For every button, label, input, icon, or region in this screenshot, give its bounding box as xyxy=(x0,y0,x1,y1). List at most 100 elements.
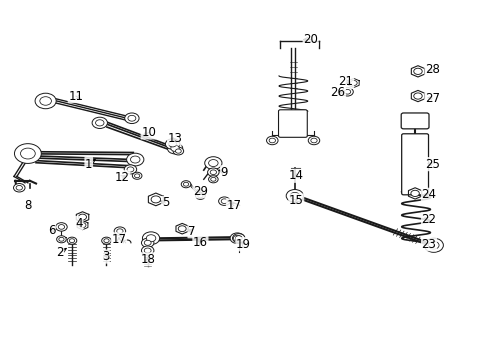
Circle shape xyxy=(141,246,154,255)
Circle shape xyxy=(349,80,356,86)
Circle shape xyxy=(170,145,179,151)
Circle shape xyxy=(132,172,142,179)
Text: 19: 19 xyxy=(236,238,250,251)
Circle shape xyxy=(117,229,123,234)
Circle shape xyxy=(410,190,419,197)
Circle shape xyxy=(268,138,275,143)
Text: 29: 29 xyxy=(193,185,207,198)
Text: 20: 20 xyxy=(303,33,317,46)
Circle shape xyxy=(197,194,203,198)
Circle shape xyxy=(79,222,86,228)
Text: 18: 18 xyxy=(140,253,155,266)
Circle shape xyxy=(126,153,143,166)
Text: 10: 10 xyxy=(141,126,156,139)
Circle shape xyxy=(92,117,107,129)
Circle shape xyxy=(67,237,77,244)
Circle shape xyxy=(127,167,134,172)
Circle shape xyxy=(20,148,35,159)
Circle shape xyxy=(195,192,205,199)
Text: 12: 12 xyxy=(115,171,129,184)
Circle shape xyxy=(181,181,190,188)
Circle shape xyxy=(423,238,443,252)
FancyBboxPatch shape xyxy=(401,134,427,195)
Text: 17: 17 xyxy=(111,233,126,246)
Circle shape xyxy=(130,156,140,163)
Text: 6: 6 xyxy=(48,224,56,237)
Circle shape xyxy=(165,139,180,149)
FancyBboxPatch shape xyxy=(400,113,428,129)
Circle shape xyxy=(221,199,227,203)
Circle shape xyxy=(285,189,303,202)
Circle shape xyxy=(207,168,219,176)
Circle shape xyxy=(124,165,137,174)
Circle shape xyxy=(230,233,244,243)
Circle shape xyxy=(413,68,421,75)
Circle shape xyxy=(128,115,136,121)
Circle shape xyxy=(413,93,421,99)
Circle shape xyxy=(266,136,278,145)
Circle shape xyxy=(124,113,139,123)
Circle shape xyxy=(69,239,75,243)
Circle shape xyxy=(146,235,156,242)
Circle shape xyxy=(79,214,86,220)
Circle shape xyxy=(102,237,111,244)
Circle shape xyxy=(289,192,299,199)
Circle shape xyxy=(210,170,216,175)
Text: 22: 22 xyxy=(421,213,436,226)
Circle shape xyxy=(218,197,230,206)
Circle shape xyxy=(59,237,64,241)
Text: 16: 16 xyxy=(193,236,207,249)
Text: 7: 7 xyxy=(188,225,195,238)
Text: 23: 23 xyxy=(421,238,436,251)
Circle shape xyxy=(134,174,140,178)
Circle shape xyxy=(307,136,319,145)
Circle shape xyxy=(344,90,350,94)
Circle shape xyxy=(14,184,25,192)
Text: 28: 28 xyxy=(424,63,439,76)
Text: 5: 5 xyxy=(162,197,169,210)
Text: 2: 2 xyxy=(56,246,63,259)
Text: 17: 17 xyxy=(226,199,241,212)
Circle shape xyxy=(310,138,317,143)
Circle shape xyxy=(167,143,183,154)
Circle shape xyxy=(141,238,154,247)
Circle shape xyxy=(56,223,67,231)
Circle shape xyxy=(427,242,438,249)
Circle shape xyxy=(40,97,51,105)
Circle shape xyxy=(144,248,151,253)
Text: 8: 8 xyxy=(24,199,32,212)
Circle shape xyxy=(57,236,66,243)
Circle shape xyxy=(168,141,176,147)
Text: 24: 24 xyxy=(421,188,436,201)
Text: 21: 21 xyxy=(338,76,353,89)
Circle shape xyxy=(235,236,242,241)
Circle shape xyxy=(233,235,241,241)
Circle shape xyxy=(175,149,181,153)
Circle shape xyxy=(95,120,104,126)
Circle shape xyxy=(15,144,41,163)
Circle shape xyxy=(204,157,222,170)
Circle shape xyxy=(35,93,56,109)
Text: 1: 1 xyxy=(85,158,92,171)
Circle shape xyxy=(232,234,244,243)
Circle shape xyxy=(144,240,151,245)
Circle shape xyxy=(114,227,125,235)
Circle shape xyxy=(183,182,188,186)
FancyBboxPatch shape xyxy=(278,110,306,137)
Circle shape xyxy=(173,147,183,155)
Text: 11: 11 xyxy=(68,90,83,103)
Text: 13: 13 xyxy=(167,132,182,145)
Circle shape xyxy=(178,226,186,231)
Circle shape xyxy=(103,239,109,243)
Text: 15: 15 xyxy=(288,194,303,207)
Text: 26: 26 xyxy=(330,86,345,99)
Text: 3: 3 xyxy=(102,250,109,263)
Circle shape xyxy=(208,159,218,167)
Circle shape xyxy=(142,232,160,244)
Text: 9: 9 xyxy=(220,166,228,179)
Circle shape xyxy=(58,225,64,229)
Circle shape xyxy=(210,177,216,181)
Text: 27: 27 xyxy=(424,92,439,105)
Circle shape xyxy=(208,176,218,183)
Text: 4: 4 xyxy=(75,217,83,230)
